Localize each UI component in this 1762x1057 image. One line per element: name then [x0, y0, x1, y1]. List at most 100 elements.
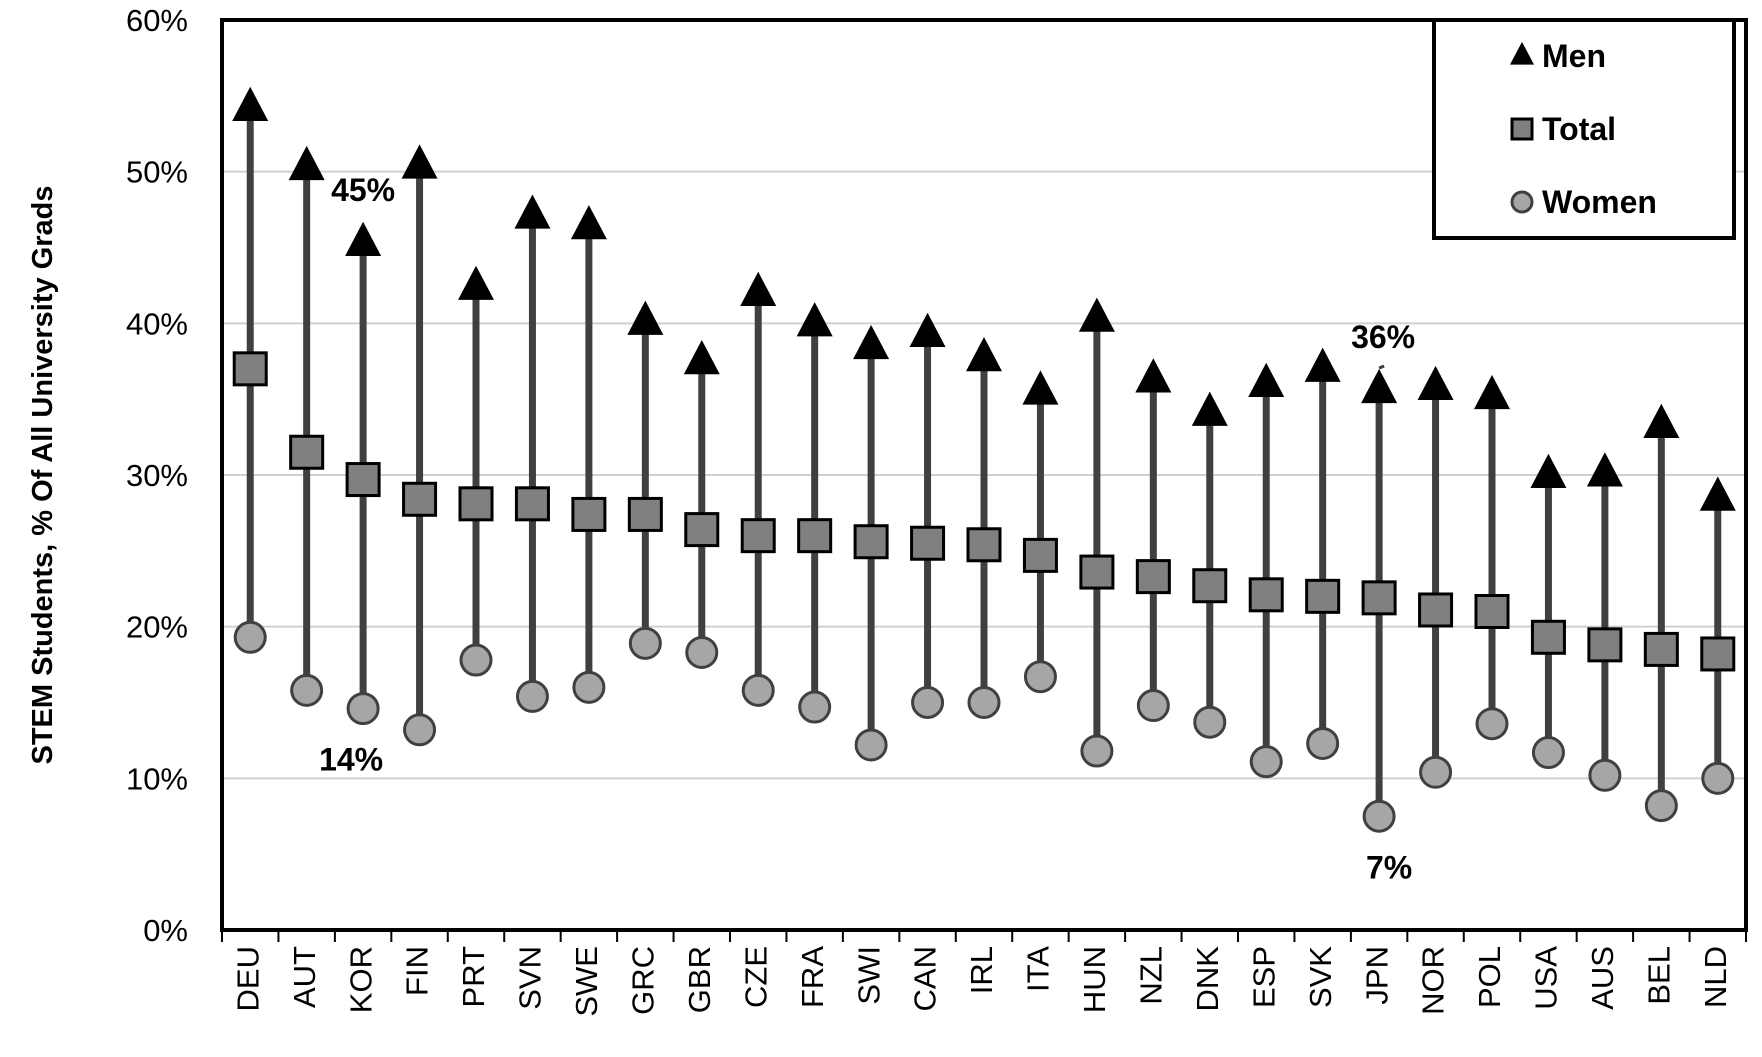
women-point [1023, 660, 1057, 694]
x-tick-label: IRL [964, 946, 999, 994]
x-tick-label: ITA [1021, 946, 1056, 992]
x-tick-label: AUT [287, 946, 322, 1008]
y-tick-label: 0% [143, 913, 188, 948]
x-tick-label: DNK [1190, 946, 1225, 1012]
legend-men-marker [1510, 41, 1534, 65]
x-tick-label: FIN [400, 946, 435, 996]
plot-frame [220, 18, 1748, 932]
total-point [1530, 619, 1566, 655]
men-point [1699, 476, 1736, 511]
x-tick-label: ESP [1246, 946, 1281, 1008]
men-point [1361, 368, 1398, 404]
x-tick-label: NLD [1698, 946, 1733, 1008]
women-point [1588, 758, 1622, 792]
x-tick-label: JPN [1359, 946, 1394, 1005]
men-point [853, 324, 890, 360]
annotation-label: 45% [331, 172, 395, 208]
x-tick-label: CAN [908, 946, 943, 1011]
men-point [458, 265, 494, 300]
total-point [1079, 554, 1115, 590]
total-point [966, 527, 1002, 563]
men-point [345, 221, 382, 256]
women-point [346, 692, 380, 726]
annotation-label: 14% [319, 742, 383, 778]
men-point [1304, 347, 1341, 382]
y-axis-title: STEM Students, % Of All University Grads [27, 185, 59, 764]
legend-label-women: Women [1542, 184, 1657, 220]
x-tick-label: USA [1529, 946, 1564, 1010]
y-tick-label: 60% [126, 3, 188, 38]
legend-total-marker [1510, 117, 1534, 141]
x-tick-label: CZE [738, 946, 773, 1008]
men-point [683, 340, 720, 375]
women-point [233, 620, 267, 654]
x-tick-label: BEL [1642, 946, 1677, 1005]
women-point [459, 643, 493, 677]
annotation-label: 7% [1366, 849, 1412, 885]
total-point [458, 486, 494, 522]
legend-women-marker [1510, 190, 1534, 214]
x-tick-label: GBR [682, 946, 717, 1013]
men-point [1078, 297, 1115, 332]
x-tick-label: SVN [513, 946, 548, 1010]
total-point [571, 496, 607, 532]
total-point [514, 486, 550, 522]
x-tick-label: PRT [456, 946, 491, 1008]
x-tick-label: GRC [626, 946, 661, 1015]
women-point [1701, 761, 1735, 795]
total-point [1135, 559, 1171, 595]
women-point [1644, 789, 1678, 823]
men-point [232, 86, 269, 121]
women-point [1362, 799, 1396, 833]
legend: Men Total Women [1432, 18, 1736, 240]
men-point [570, 205, 607, 240]
x-tick-label: POL [1472, 946, 1507, 1008]
x-tick-label: NZL [1134, 946, 1169, 1005]
x-tick-label: KOR [343, 946, 378, 1013]
total-point [345, 462, 381, 498]
women-point [1080, 734, 1114, 768]
annotation-leader [1378, 364, 1385, 370]
total-point [627, 496, 663, 532]
men-point [1474, 374, 1510, 410]
total-point [1587, 627, 1623, 663]
men-point [966, 337, 1002, 372]
total-point [1643, 631, 1679, 667]
total-point [1474, 594, 1510, 629]
men-point [1191, 391, 1228, 426]
annotations: 45% 14% 36% 7% [319, 172, 1415, 885]
total-point [1022, 537, 1058, 573]
x-tick-label: FRA [795, 946, 830, 1008]
women-point [572, 670, 606, 704]
x-tick-label: NOR [1416, 946, 1451, 1015]
y-tick-label: 50% [126, 155, 188, 190]
x-tick-label: SVK [1303, 946, 1338, 1008]
women-point [798, 690, 832, 724]
y-tick-label: 10% [126, 761, 188, 796]
total-point [289, 434, 325, 470]
men-point [796, 302, 833, 337]
men-point [627, 300, 664, 335]
x-tick-label: AUS [1585, 946, 1620, 1010]
total-point [402, 481, 438, 517]
women-point [741, 673, 775, 707]
men-point [1586, 452, 1623, 487]
total-point [1418, 592, 1454, 628]
legend-label-total: Total [1542, 111, 1616, 147]
men-point [1135, 358, 1172, 393]
men-point [740, 271, 777, 306]
legend-box [1432, 18, 1736, 240]
women-point [854, 728, 888, 762]
women-point [967, 686, 1001, 719]
x-tick-label: DEU [230, 946, 265, 1011]
x-tick-label: SWE [569, 946, 604, 1017]
total-point [910, 525, 946, 561]
x-tick-label: SWI [851, 946, 886, 1005]
total-point [1192, 568, 1228, 604]
women-point [290, 673, 324, 707]
y-tick-label: 30% [126, 458, 188, 493]
women-point [1475, 707, 1509, 741]
men-point [909, 312, 946, 347]
